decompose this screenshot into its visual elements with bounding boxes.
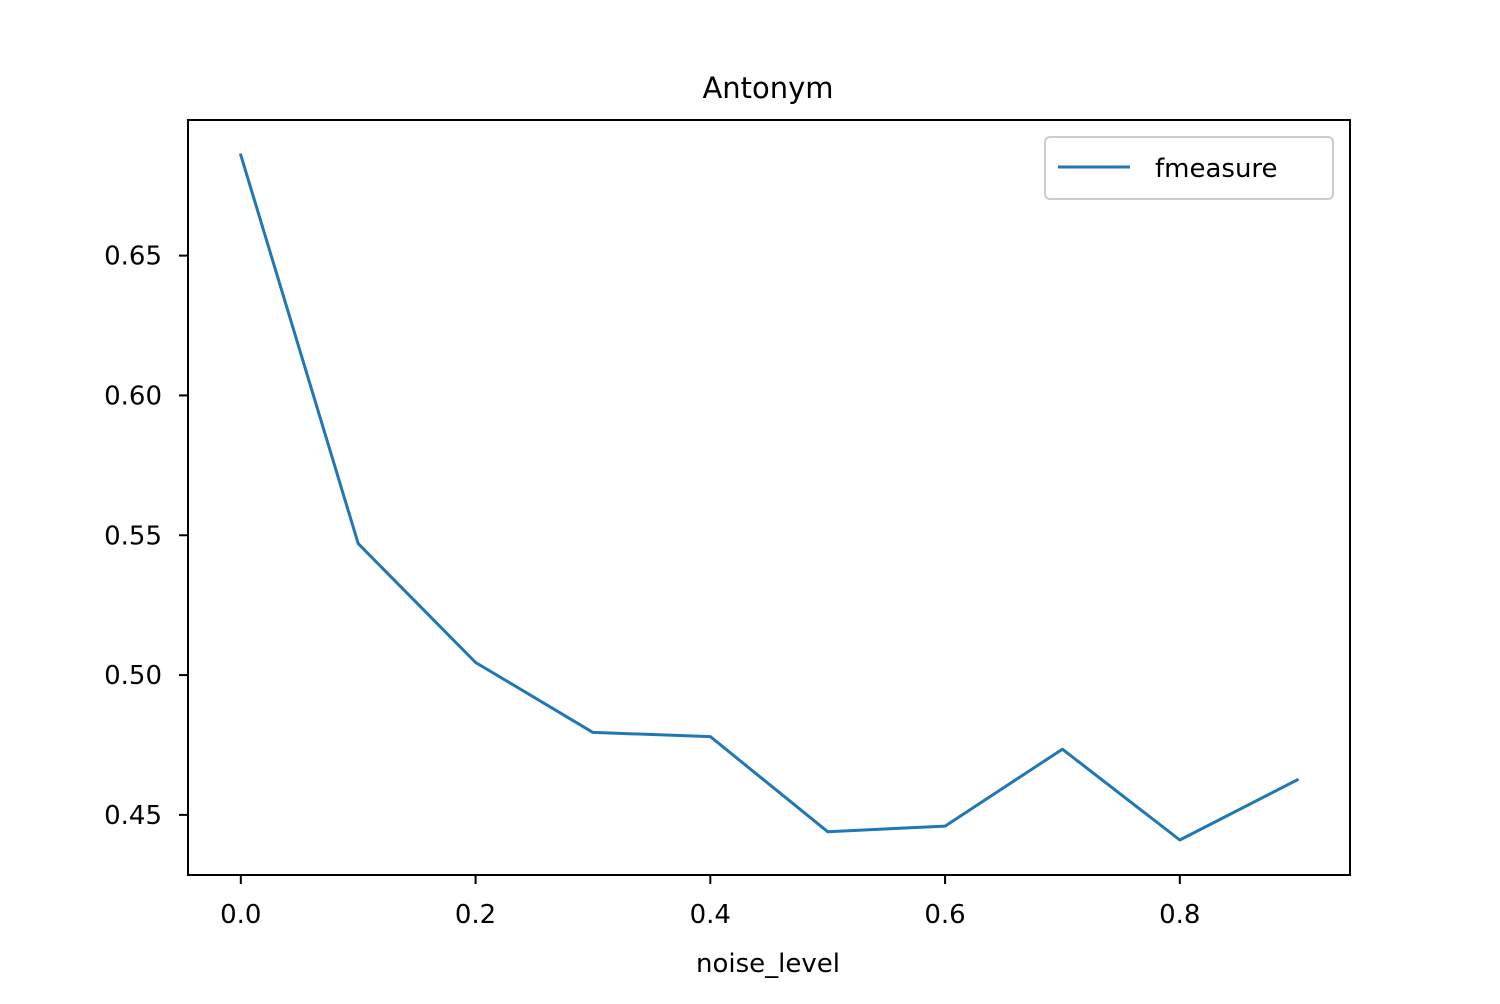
x-tick-label: 0.2 <box>455 900 496 930</box>
x-axis-label: noise_level <box>696 949 840 979</box>
x-tick-label: 0.0 <box>220 900 261 930</box>
y-tick-label: 0.60 <box>104 381 162 411</box>
axes-frame <box>187 119 1351 876</box>
x-tick-label: 0.6 <box>924 900 965 930</box>
legend: fmeasure <box>1044 136 1334 200</box>
x-tick-label: 0.4 <box>690 900 731 930</box>
x-axis-ticks: 0.0 0.2 0.4 0.6 0.8 <box>220 875 1200 930</box>
legend-box <box>1044 136 1334 200</box>
y-tick-label: 0.50 <box>104 661 162 691</box>
plot-area <box>187 119 1351 876</box>
y-tick-label: 0.45 <box>104 801 162 831</box>
y-tick-label: 0.65 <box>104 242 162 272</box>
y-axis-ticks: 0.45 0.50 0.55 0.60 0.65 <box>104 242 188 831</box>
legend-label: fmeasure <box>1155 154 1278 184</box>
chart-title: Antonym <box>702 71 833 105</box>
x-tick-label: 0.8 <box>1159 900 1200 930</box>
series-line-fmeasure <box>238 153 1300 842</box>
y-tick-label: 0.55 <box>104 521 162 551</box>
